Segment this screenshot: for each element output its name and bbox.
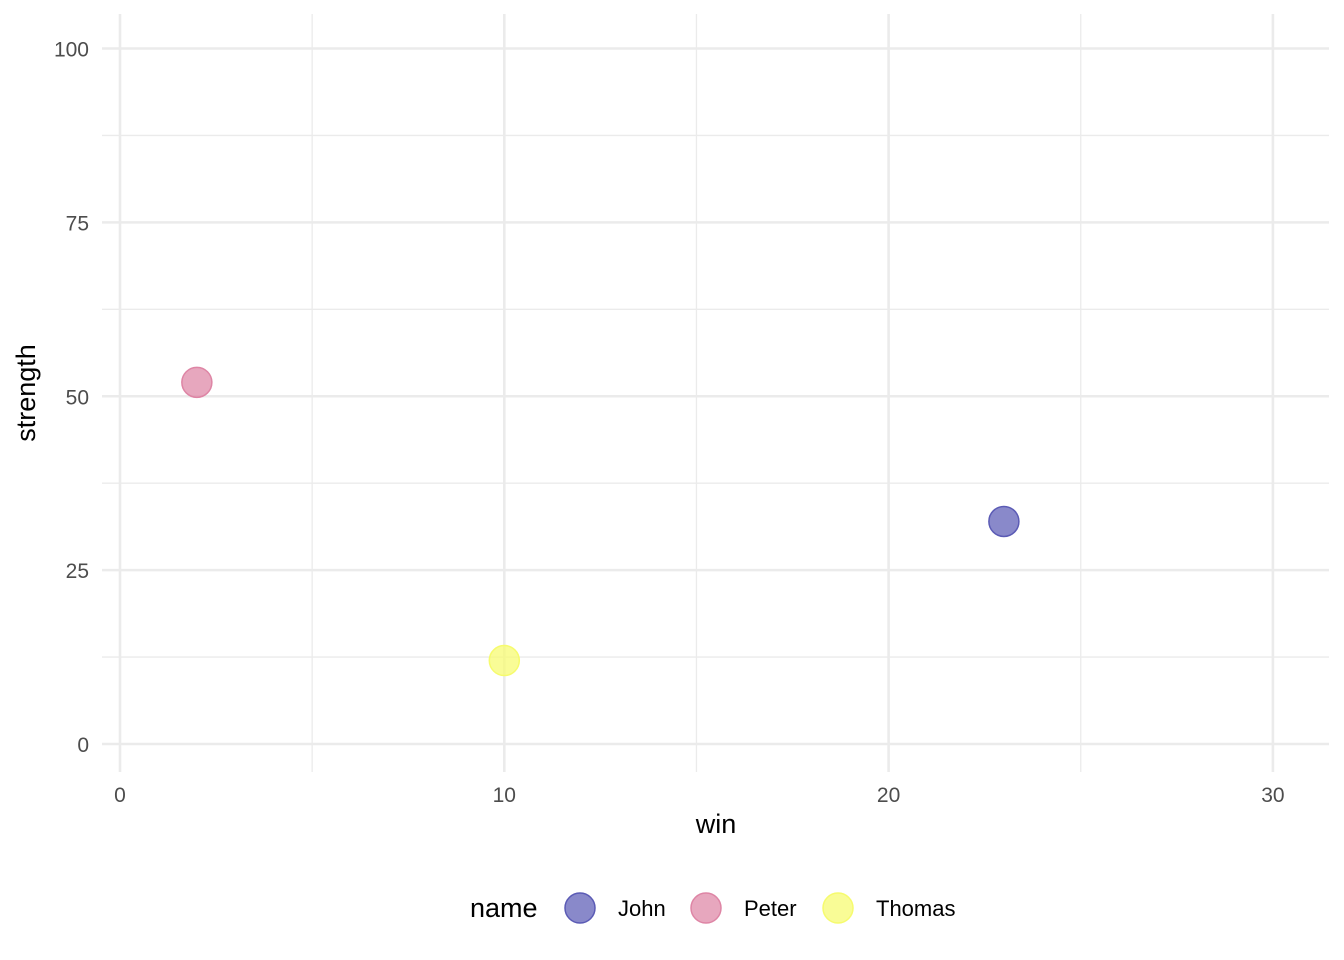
legend-label-john: John bbox=[618, 896, 666, 921]
legend-title: name bbox=[470, 893, 538, 923]
y-tick-label: 100 bbox=[54, 39, 89, 62]
y-axis-title: strength bbox=[11, 344, 41, 442]
data-point-john bbox=[988, 505, 1020, 538]
data-points bbox=[181, 366, 1020, 677]
legend-key-thomas bbox=[822, 892, 854, 924]
data-point-thomas bbox=[488, 644, 521, 677]
x-tick-label: 30 bbox=[1261, 784, 1284, 807]
legend: name John Peter Thomas bbox=[470, 892, 955, 924]
x-axis-title: win bbox=[695, 809, 737, 839]
grid bbox=[102, 14, 1329, 772]
x-tick-label: 10 bbox=[493, 784, 516, 807]
x-tick-label: 0 bbox=[114, 784, 126, 807]
y-tick-label: 25 bbox=[66, 560, 89, 583]
data-point-peter bbox=[181, 366, 213, 399]
y-tick-label: 0 bbox=[77, 734, 89, 757]
x-tick-label: 20 bbox=[877, 784, 900, 807]
axis-ticks: 0 10 20 30 0 25 50 75 100 bbox=[54, 39, 1285, 808]
legend-key-peter bbox=[690, 892, 722, 924]
legend-key-john bbox=[564, 892, 596, 924]
legend-label-thomas: Thomas bbox=[876, 896, 955, 921]
y-tick-label: 50 bbox=[66, 386, 89, 409]
legend-label-peter: Peter bbox=[744, 896, 797, 921]
y-tick-label: 75 bbox=[66, 212, 89, 235]
